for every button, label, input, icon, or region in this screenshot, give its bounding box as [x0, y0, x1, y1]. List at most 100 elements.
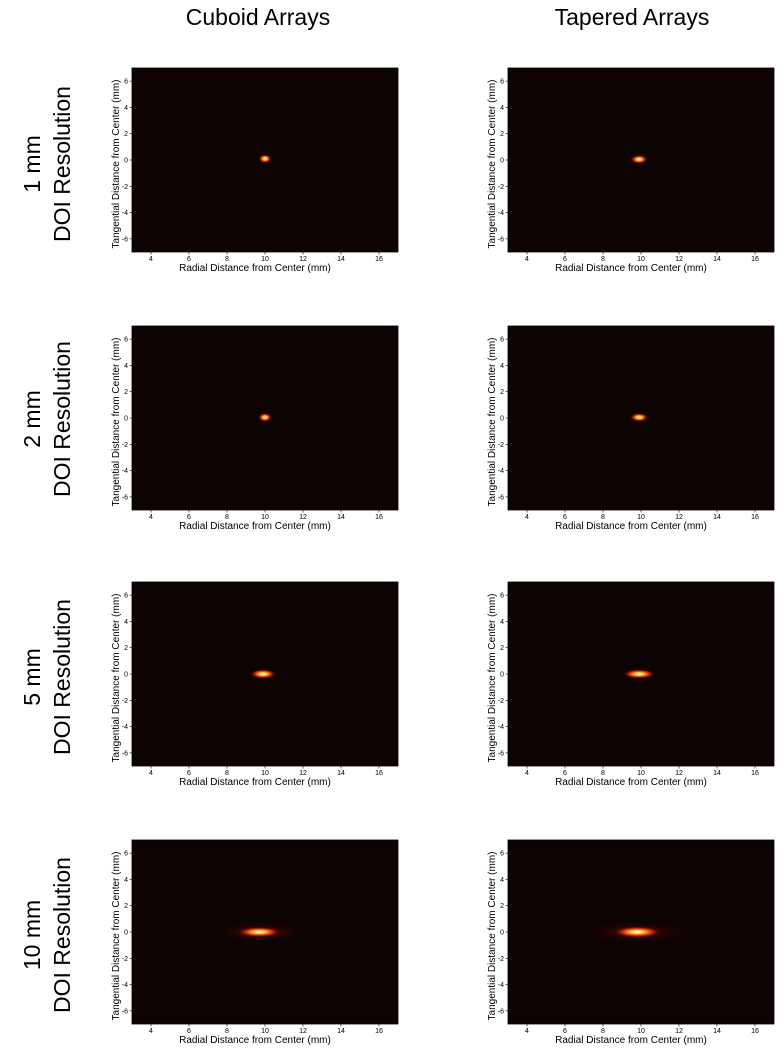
heatmap-spot [629, 154, 649, 165]
y-tick-label: 4 [500, 877, 504, 884]
column-header-cuboid: Cuboid Arrays [185, 4, 331, 30]
x-axis-label: Radial Distance from Center (mm) [555, 1035, 707, 1046]
y-tick-label: 4 [500, 363, 504, 370]
y-axis-label: Tangential Distance from Center (mm) [111, 594, 122, 763]
y-tick-label: 4 [500, 619, 504, 626]
y-tick-label: -2 [498, 184, 504, 191]
heatmap-spot [249, 668, 277, 680]
row-value: 10 mm [19, 899, 45, 971]
row-label-5mm: 5 mm DOI Resolution [2, 557, 92, 797]
heatmap-spot [622, 668, 657, 680]
y-tick-label: 0 [124, 158, 128, 165]
x-tick-label: 12 [675, 1028, 683, 1035]
y-tick-label: 2 [124, 903, 128, 910]
row-label-2mm: 2 mm DOI Resolution [2, 299, 92, 539]
x-tick-label: 14 [337, 256, 345, 263]
x-tick-label: 10 [637, 514, 645, 521]
y-tick-label: -4 [122, 210, 128, 217]
y-tick-label: 6 [124, 851, 128, 858]
y-tick-label: 6 [124, 337, 128, 344]
y-axis-label: Tangential Distance from Center (mm) [487, 338, 498, 507]
x-tick-label: 4 [525, 1028, 529, 1035]
x-tick-label: 16 [375, 770, 383, 777]
y-tick-label: 2 [124, 645, 128, 652]
x-tick-label: 4 [149, 1028, 153, 1035]
x-axis-label: Radial Distance from Center (mm) [179, 777, 331, 788]
y-tick-label: 6 [124, 593, 128, 600]
y-tick-label: -2 [122, 184, 128, 191]
y-tick-label: -6 [498, 236, 504, 243]
y-tick-label: 2 [124, 389, 128, 396]
x-tick-label: 12 [299, 256, 307, 263]
y-tick-label: -4 [122, 982, 128, 989]
row-label-text: DOI Resolution [49, 599, 75, 755]
x-tick-label: 4 [525, 256, 529, 263]
y-tick-label: 0 [500, 416, 504, 423]
y-tick-label: 0 [500, 930, 504, 937]
y-axis-label: Tangential Distance from Center (mm) [487, 594, 498, 763]
heatmap-spot [236, 926, 283, 938]
x-tick-label: 10 [261, 514, 269, 521]
row-label-text: DOI Resolution [49, 857, 75, 1013]
y-tick-label: -4 [498, 982, 504, 989]
x-tick-label: 14 [713, 770, 721, 777]
y-tick-label: 0 [500, 158, 504, 165]
heatmap-panel: 4 6 8 10 12 14 16 -6 -4 -2 0 2 4 6 Radial Distance fro… [110, 581, 402, 794]
y-tick-label: 4 [124, 105, 128, 112]
y-tick-label: 2 [500, 389, 504, 396]
heatmap-panel: 4 6 8 10 12 14 16 -6 -4 -2 0 2 4 6 Radial Distance fro… [110, 325, 402, 538]
x-tick-label: 6 [187, 1028, 191, 1035]
x-tick-label: 8 [601, 514, 605, 521]
y-tick-label: -2 [122, 698, 128, 705]
x-tick-label: 12 [675, 514, 683, 521]
y-tick-label: 6 [124, 79, 128, 86]
y-tick-label: 6 [500, 79, 504, 86]
y-tick-label: 6 [500, 851, 504, 858]
y-tick-label: -4 [498, 724, 504, 731]
heatmap-spot [612, 926, 663, 938]
heatmap-panel: 4 6 8 10 12 14 16 -6 -4 -2 0 2 4 6 Radial Distance fro… [486, 67, 778, 280]
y-tick-label: -2 [498, 442, 504, 449]
x-axis-label: Radial Distance from Center (mm) [555, 777, 707, 788]
y-tick-label: -6 [122, 494, 128, 501]
x-axis-label: Radial Distance from Center (mm) [179, 263, 331, 274]
heatmap-spot [629, 412, 649, 423]
x-tick-label: 8 [225, 1028, 229, 1035]
x-tick-label: 16 [375, 1028, 383, 1035]
row-value: 2 mm [19, 390, 45, 448]
x-tick-label: 8 [225, 256, 229, 263]
x-tick-label: 6 [563, 514, 567, 521]
y-tick-label: -6 [122, 1008, 128, 1015]
x-tick-label: 16 [751, 1028, 759, 1035]
y-tick-label: -2 [498, 956, 504, 963]
x-tick-label: 8 [225, 770, 229, 777]
x-tick-label: 6 [187, 256, 191, 263]
y-tick-label: -4 [122, 468, 128, 475]
x-tick-label: 16 [751, 256, 759, 263]
y-tick-label: -4 [122, 724, 128, 731]
y-tick-label: -4 [498, 210, 504, 217]
y-tick-label: 4 [124, 619, 128, 626]
y-tick-label: 0 [124, 930, 128, 937]
x-tick-label: 14 [713, 256, 721, 263]
x-tick-label: 16 [375, 256, 383, 263]
y-tick-label: 2 [124, 131, 128, 138]
column-header-tapered: Tapered Arrays [554, 4, 710, 30]
y-axis-label: Tangential Distance from Center (mm) [487, 80, 498, 249]
y-tick-label: -2 [498, 698, 504, 705]
heatmap-panel: 4 6 8 10 12 14 16 -6 -4 -2 0 2 4 6 Radial Distance fro… [486, 325, 778, 538]
x-axis-label: Radial Distance from Center (mm) [179, 1035, 331, 1046]
y-tick-label: -6 [122, 236, 128, 243]
x-tick-label: 10 [637, 770, 645, 777]
y-tick-label: -4 [498, 468, 504, 475]
x-tick-label: 8 [225, 514, 229, 521]
y-axis-label: Tangential Distance from Center (mm) [111, 338, 122, 507]
x-tick-label: 8 [601, 1028, 605, 1035]
x-tick-label: 16 [751, 770, 759, 777]
x-tick-label: 6 [563, 1028, 567, 1035]
